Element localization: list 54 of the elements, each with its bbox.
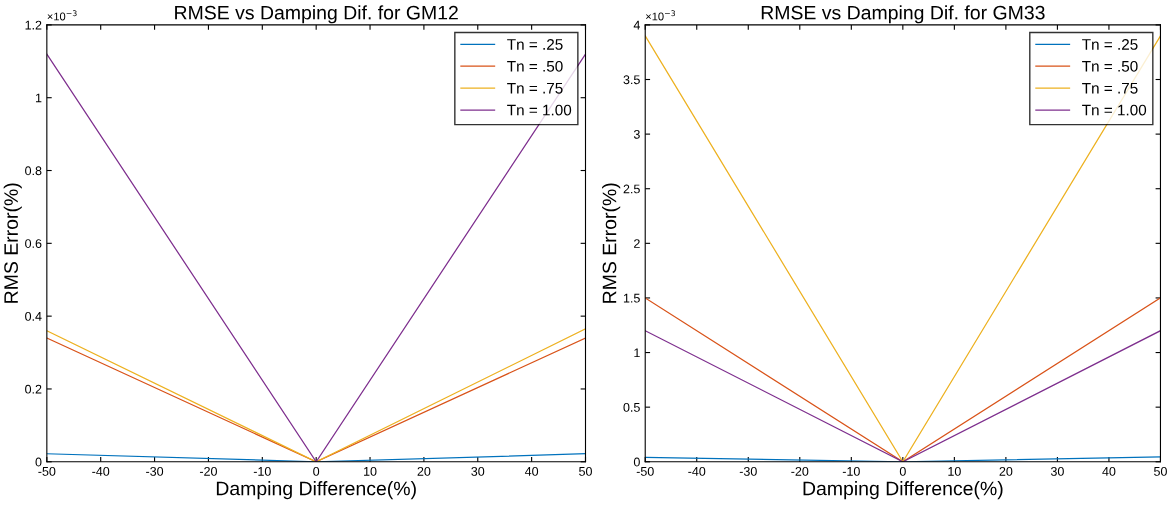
y-tick-label: 1 — [35, 93, 42, 103]
x-tick-label: -30 — [146, 466, 164, 476]
x-tick-label: 10 — [364, 466, 377, 476]
x-tick-label: 20 — [999, 466, 1013, 476]
x-tick-label: -40 — [92, 466, 110, 476]
text: ×10$^{−3}$ — [47, 10, 77, 21]
y-tick-label: 1 — [634, 348, 640, 358]
legend-label: Tn = .25 — [507, 39, 563, 50]
x-tick-label: 0 — [899, 466, 906, 476]
y-tick-label: 4 — [633, 20, 640, 30]
x-tick-label: -10 — [253, 466, 271, 476]
y-tick-label: 2 — [634, 239, 640, 248]
text: ×10$^{−3}$ — [645, 10, 676, 21]
y-tick-label: 0.8 — [25, 166, 42, 176]
x-tick-label: -20 — [791, 466, 809, 476]
x-tick-label: 30 — [1050, 466, 1064, 476]
x-tick-label: 50 — [1154, 466, 1167, 476]
x-tick-label: -40 — [688, 466, 706, 476]
y-tick-label: 0.4 — [25, 311, 42, 321]
x-axis-title: Damping Difference(%) — [216, 481, 416, 500]
x-tick-label: -50 — [38, 466, 56, 476]
x-tick-label: 50 — [579, 466, 592, 476]
y-tick-label: 1.2 — [25, 20, 42, 30]
legend-label: Tn = 1.00 — [507, 104, 572, 116]
x-tick-label: -30 — [739, 466, 757, 476]
y-axis-title: RMS Error(%) — [3, 183, 22, 303]
y-tick-label: 0.2 — [25, 384, 42, 394]
y-axis-title: RMS Error(%) — [602, 183, 621, 303]
x-tick-label: -50 — [636, 466, 654, 476]
legend-label: Tn = .50 — [507, 60, 563, 72]
y-tick-label: 1.5 — [623, 293, 640, 303]
y-tick-label: 0 — [633, 457, 640, 467]
y-tick-label: 2.5 — [623, 184, 640, 194]
x-tick-label: 20 — [417, 466, 431, 476]
x-tick-label: 10 — [948, 466, 961, 476]
x-tick-label: 30 — [471, 466, 485, 476]
x-tick-label: 40 — [1102, 466, 1116, 476]
legend-label: Tn = 1.00 — [1082, 104, 1147, 116]
x-tick-label: -10 — [842, 466, 860, 476]
y-tick-label: 3 — [633, 129, 640, 139]
x-tick-label: -20 — [199, 466, 217, 476]
legend-label: Tn = .75 — [507, 82, 563, 94]
y-tick-label: 0 — [35, 457, 42, 467]
x-tick-label: 0 — [313, 466, 320, 476]
y-tick-label: 0.5 — [623, 402, 640, 412]
legend-label: Tn = .50 — [1082, 60, 1138, 72]
legend-label: Tn = .75 — [1082, 82, 1138, 94]
y-tick-label: 3.5 — [623, 75, 640, 85]
x-tick-label: 40 — [524, 466, 539, 476]
chart-title: RMSE vs Damping Dif. for GM12 — [175, 5, 458, 24]
legend-label: Tn = .25 — [1082, 39, 1138, 50]
x-axis-title: Damping Difference(%) — [803, 481, 1003, 500]
chart-title: RMSE vs Damping Dif. for GM33 — [761, 5, 1045, 24]
y-tick-label: 0.6 — [25, 239, 42, 248]
